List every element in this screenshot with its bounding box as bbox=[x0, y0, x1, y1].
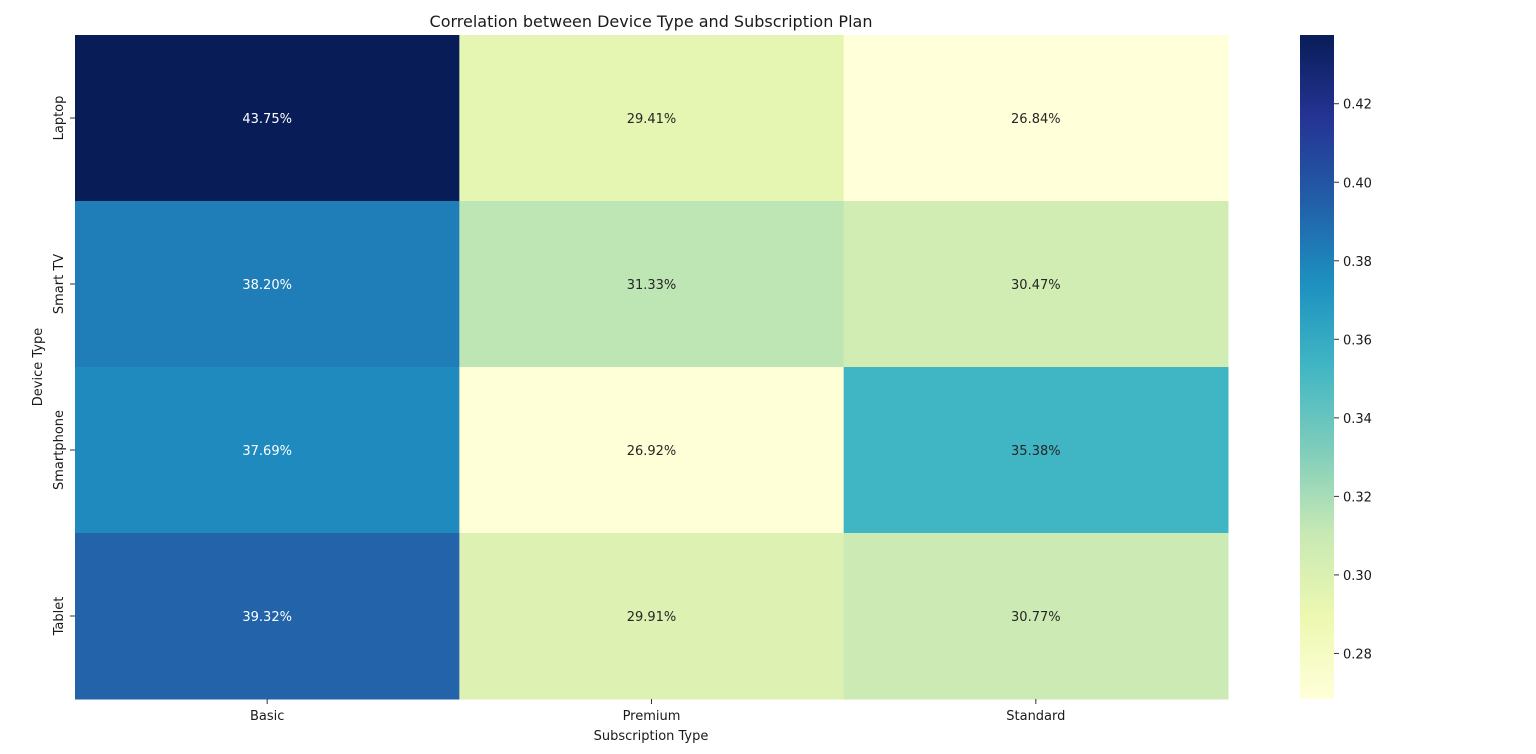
cell-value-label: 37.69% bbox=[242, 444, 292, 459]
heatmap-cell-labels: 43.75% 29.41% 26.84% 38.20% 31.33% 30.47% 37.6… bbox=[242, 112, 1060, 625]
y-tick-label: Tablet bbox=[52, 597, 67, 637]
cell-value-label: 30.47% bbox=[1011, 278, 1061, 293]
colorbar-tick-label: 0.32 bbox=[1343, 490, 1372, 505]
colorbar-tick-label: 0.30 bbox=[1343, 569, 1372, 584]
y-axis-ticks: Laptop Smart TV Smartphone Tablet bbox=[52, 96, 75, 637]
heatmap-cell bbox=[75, 201, 460, 368]
heatmap-cell bbox=[843, 35, 1229, 202]
y-axis-label: Device Type bbox=[31, 328, 46, 406]
heatmap-cells bbox=[75, 35, 1229, 700]
cell-value-label: 26.92% bbox=[627, 444, 677, 459]
cell-value-label: 38.20% bbox=[242, 278, 292, 293]
x-tick-label: Standard bbox=[1006, 709, 1065, 724]
colorbar-tick-label: 0.42 bbox=[1343, 98, 1372, 113]
heatmap-cell bbox=[75, 533, 460, 700]
cell-value-label: 39.32% bbox=[242, 610, 292, 625]
heatmap-cell bbox=[843, 533, 1229, 700]
heatmap-cell bbox=[75, 367, 460, 534]
cell-value-label: 30.77% bbox=[1011, 610, 1061, 625]
colorbar bbox=[1300, 35, 1334, 699]
colorbar-ticks: 0.28 0.30 0.32 0.34 0.36 0.38 0.40 0.42 bbox=[1334, 98, 1372, 662]
heatmap-cell bbox=[843, 367, 1229, 534]
colorbar-tick-label: 0.34 bbox=[1343, 412, 1372, 427]
heatmap-cell bbox=[459, 367, 845, 534]
cell-value-label: 29.91% bbox=[627, 610, 677, 625]
colorbar-tick-label: 0.36 bbox=[1343, 333, 1372, 348]
x-axis-label: Subscription Type bbox=[594, 729, 709, 744]
colorbar-tick-label: 0.40 bbox=[1343, 176, 1372, 191]
colorbar-tick-label: 0.38 bbox=[1343, 255, 1372, 270]
colorbar-tick-label: 0.28 bbox=[1343, 647, 1372, 662]
heatmap-cell bbox=[843, 201, 1229, 368]
y-tick-label: Smart TV bbox=[52, 254, 67, 314]
x-axis-ticks: Basic Premium Standard bbox=[250, 699, 1065, 724]
heatmap-cell bbox=[459, 35, 845, 202]
cell-value-label: 31.33% bbox=[627, 278, 677, 293]
cell-value-label: 43.75% bbox=[242, 112, 292, 127]
x-tick-label: Premium bbox=[623, 709, 681, 724]
cell-value-label: 29.41% bbox=[627, 112, 677, 127]
y-tick-label: Smartphone bbox=[52, 410, 67, 490]
chart-title: Correlation between Device Type and Subs… bbox=[430, 12, 873, 31]
x-tick-label: Basic bbox=[250, 709, 284, 724]
heatmap-cell bbox=[459, 533, 845, 700]
heatmap-cell bbox=[459, 201, 845, 368]
cell-value-label: 26.84% bbox=[1011, 112, 1061, 127]
heatmap-cell bbox=[75, 35, 460, 202]
cell-value-label: 35.38% bbox=[1011, 444, 1061, 459]
y-tick-label: Laptop bbox=[52, 96, 67, 141]
